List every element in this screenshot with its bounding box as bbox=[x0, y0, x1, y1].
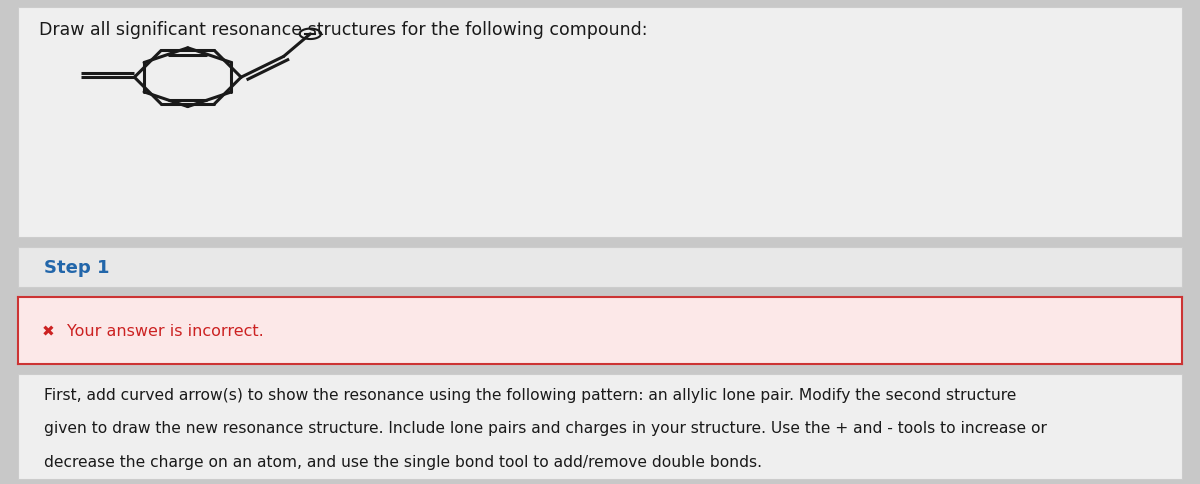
Text: Draw all significant resonance structures for the following compound:: Draw all significant resonance structure… bbox=[40, 21, 648, 39]
Text: Step 1: Step 1 bbox=[43, 258, 109, 276]
Text: decrease the charge on an atom, and use the single bond tool to add/remove doubl: decrease the charge on an atom, and use … bbox=[43, 454, 762, 469]
Text: Your answer is incorrect.: Your answer is incorrect. bbox=[67, 323, 264, 338]
Text: ✖: ✖ bbox=[41, 323, 54, 338]
Text: decrease the charge on an atom, and use the single bond tool to add/remove doubl: decrease the charge on an atom, and use … bbox=[43, 454, 762, 469]
Text: First, add curved arrow(s) to show the resonance using the following pattern: an: First, add curved arrow(s) to show the r… bbox=[43, 387, 1016, 402]
Text: given to draw the new resonance structure. Include lone pairs and charges in you: given to draw the new resonance structur… bbox=[43, 420, 1046, 435]
